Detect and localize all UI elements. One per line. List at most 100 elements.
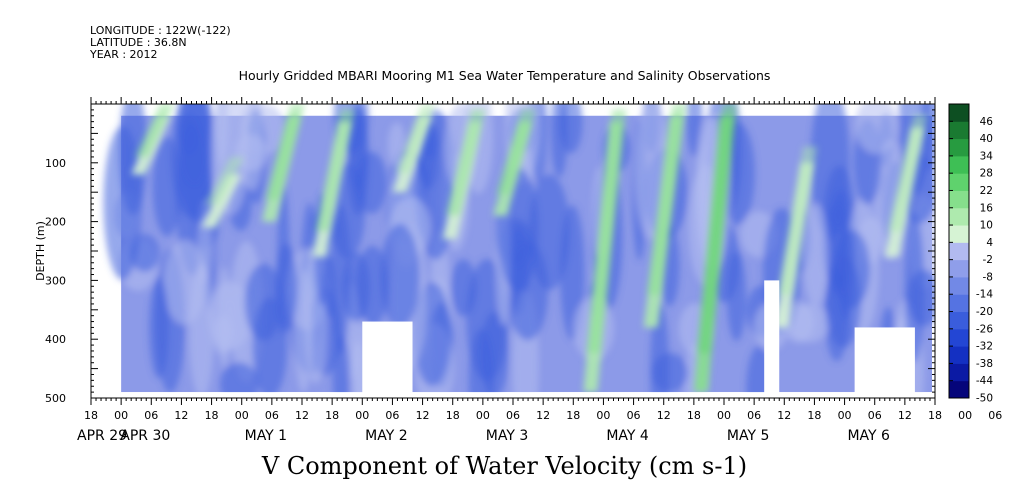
x-tick-label: 00	[596, 409, 610, 422]
heatmap-cell	[322, 256, 336, 318]
colorbar-swatch	[949, 363, 969, 382]
colorbar-swatch	[949, 242, 969, 261]
x-axis: 18 00 06 12 18 00 06 12 18 00 06 12 18 00 06 12 18 00 06 12…	[77, 97, 1002, 444]
x-day-label: MAY 4	[606, 428, 649, 444]
heatmap-cell	[179, 104, 216, 223]
heatmap-cell	[331, 204, 351, 354]
colorbar-swatch	[949, 328, 969, 347]
missing-data-gap	[764, 280, 780, 394]
heatmap-band-core	[887, 114, 928, 232]
heatmap-band	[201, 174, 242, 228]
missing-data	[121, 280, 932, 398]
chart-title: Hourly Gridded MBARI Mooring M1 Sea Wate…	[238, 68, 771, 83]
x-tick-label: 00	[717, 409, 731, 422]
x-tick-label: 12	[416, 409, 430, 422]
heatmap-cell	[560, 204, 585, 341]
heatmap-band-core	[495, 109, 536, 195]
colorbar-swatch	[949, 207, 969, 226]
x-tick-label: 00	[355, 409, 369, 422]
chart-footer-label: V Component of Water Velocity (cm s-1)	[261, 452, 748, 480]
y-tick-label: 300	[45, 274, 66, 287]
y-tick-label: 500	[45, 392, 66, 405]
colorbar-label: 10	[980, 220, 993, 232]
x-tick-label: 12	[295, 409, 309, 422]
heatmap-cell	[347, 104, 369, 216]
x-tick-label: 06	[747, 409, 761, 422]
latitude-label: LATITUDE : 36.8N	[90, 36, 187, 49]
colorbar-swatch	[949, 225, 969, 243]
heatmap-cell	[149, 277, 169, 379]
heatmap-band-core	[445, 109, 486, 216]
x-tick-label: 12	[898, 409, 912, 422]
x-tick-label: 00	[476, 409, 490, 422]
colorbar-swatch	[949, 276, 969, 295]
colorbar-label: -44	[976, 375, 993, 387]
colorbar-label: -14	[976, 289, 993, 301]
heatmap-field	[103, 104, 935, 398]
colorbar-label: -38	[976, 358, 993, 370]
heatmap-cell	[103, 125, 142, 281]
heatmap-cell	[802, 203, 829, 308]
colorbar-swatch	[949, 294, 969, 313]
x-day-label: APR 30	[120, 428, 170, 444]
heatmap-cell	[252, 297, 287, 398]
colorbar-label: -50	[976, 393, 993, 405]
colorbar-swatch	[949, 346, 969, 364]
y-axis: 100 200 300 400 500	[45, 103, 935, 405]
heatmap-cell	[810, 104, 850, 240]
x-tick-label: 18	[205, 409, 219, 422]
x-tick-label: 12	[174, 409, 188, 422]
x-day-label: MAY 3	[486, 428, 528, 444]
heatmap-texture	[103, 104, 935, 398]
heatmap-cell	[275, 243, 298, 331]
colorbar-swatch	[949, 121, 969, 140]
colorbar-label: 16	[980, 202, 994, 214]
heatmap-cell	[342, 252, 370, 322]
x-tick-label: 12	[777, 409, 791, 422]
heatmap-cell	[387, 122, 406, 167]
heatmap-cell	[234, 134, 268, 171]
missing-data-gap	[854, 327, 915, 394]
colorbar-swatch	[949, 190, 969, 209]
x-tick-label: 00	[958, 409, 972, 422]
x-tick-label: 06	[265, 409, 279, 422]
heatmap-band-core	[777, 146, 818, 295]
x-tick-label: 12	[536, 409, 550, 422]
colorbar-label: -8	[983, 271, 993, 283]
heatmap-band-core	[696, 104, 737, 353]
heatmap-cell	[480, 311, 509, 398]
colorbar-label: -2	[983, 254, 993, 266]
colorbar-label: 4	[986, 237, 993, 249]
x-tick-label: 12	[657, 409, 671, 422]
x-tick-label: 06	[506, 409, 520, 422]
heatmap-band-core	[586, 109, 627, 353]
heatmap-cell	[332, 334, 351, 398]
colorbar-label: 46	[980, 116, 994, 128]
x-tick-label: 06	[627, 409, 641, 422]
x-tick-label: 06	[988, 409, 1002, 422]
heatmap-cell	[904, 212, 925, 363]
x-tick-label: 06	[868, 409, 882, 422]
y-tick-label: 100	[45, 157, 66, 170]
x-tick-label: 18	[687, 409, 701, 422]
colorbar-frame	[948, 103, 970, 399]
x-tick-label: 00	[114, 409, 128, 422]
heatmap-cell	[450, 259, 477, 317]
heatmap-cell	[189, 263, 214, 398]
heatmap-band-core	[264, 104, 305, 200]
x-tick-label: 18	[928, 409, 942, 422]
heatmap-cell	[855, 104, 899, 154]
colorbar-legend: 46 40 34 28 22 16 10 4 -2 -8 -14 -20 -26 -32 -38 -44 -50	[948, 103, 994, 405]
heatmap-cell	[215, 104, 229, 167]
x-tick-label: 18	[325, 409, 339, 422]
below-seafloor	[121, 392, 932, 398]
colorbar-label: -32	[976, 341, 993, 353]
longitude-label: LONGITUDE : 122W(-122)	[90, 24, 231, 37]
colorbar-swatch	[949, 138, 969, 157]
heatmap-cell	[380, 223, 420, 329]
positive-bands	[131, 104, 928, 393]
colorbar-swatch	[949, 104, 969, 122]
colorbar-label: 28	[980, 168, 993, 180]
missing-data-gap	[362, 321, 413, 394]
x-tick-label: 06	[144, 409, 158, 422]
